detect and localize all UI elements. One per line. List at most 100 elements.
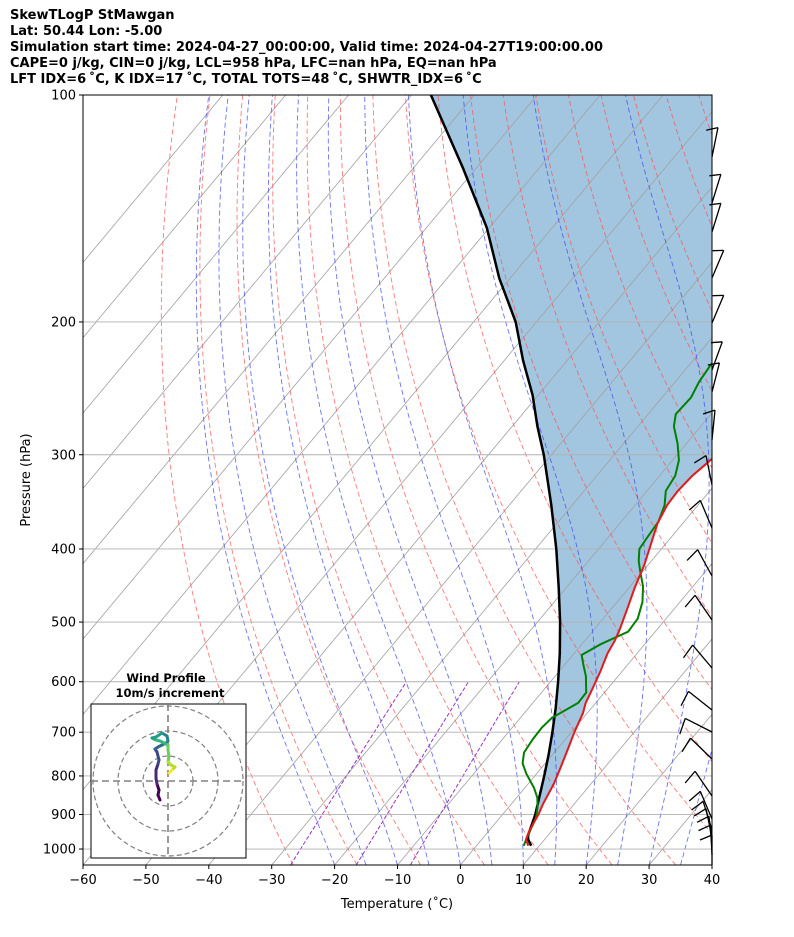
dry-adiabat-line [502,95,712,618]
isotherm-line [711,864,712,865]
wind-barb-staff [692,644,713,669]
isotherm-line [83,95,601,715]
moist-adiabat-line [408,95,558,865]
wind-barb-flag [702,409,716,415]
chart-title: SkewTLogP StMawgan [10,8,175,23]
dry-adiabat-line [764,95,794,865]
x-tick-label: −30 [258,873,285,888]
dry-adiabat-line [306,95,549,865]
dewpoint-profile-line [521,362,712,847]
wind-barb-flag [709,202,721,206]
moist-adiabat-line [711,863,712,865]
dry-adiabat-line [372,95,677,865]
x-tick-label: 20 [578,873,595,888]
x-tick-label: −60 [69,873,96,888]
wind-barb-flag [693,808,707,817]
dry-adiabat-line [731,95,794,865]
dry-adiabat-line [698,95,712,137]
profile-layer [429,95,712,847]
inset-subtitle: 10m/s increment [116,686,225,700]
inset-title: Wind Profile [126,671,206,685]
wind-barb-flag [691,800,704,811]
x-tick-label: −50 [132,873,159,888]
x-tick-label: 10 [515,873,532,888]
x-tick-label: −40 [195,873,222,888]
wind-barb-flag [706,126,719,131]
wind-barb-flag [680,691,690,707]
wind-barb-staff [711,410,716,441]
wind-barb-column [679,126,725,865]
wind-barb-staff [694,594,713,621]
isotherm-line [397,487,712,865]
isotherm-layer [83,95,712,865]
moist-adiabat-layer [195,95,712,865]
wind-barb-staff [684,717,713,733]
wind-barb-flag [688,499,701,511]
wind-barb-staff [711,250,725,279]
y-tick-label: 200 [51,315,76,330]
isotherm-line [460,563,712,865]
mixing-ratio-line [409,681,520,865]
dry-adiabat-line [199,95,358,865]
wind-barb-flag [709,173,721,177]
y-tick-label: 400 [51,542,76,557]
moist-adiabat-line [625,95,710,865]
mixing-ratio-layer [290,681,520,865]
x-axis-label: Temperature (˚C) [340,896,453,912]
parcel-profile-line [429,95,562,847]
isotherm-line [83,95,475,565]
isotherm-line [83,95,538,640]
moist-adiabat-line [218,95,367,865]
moist-adiabat-line [327,95,493,865]
dry-adiabat-line [665,95,712,228]
wind-barb-flag [681,737,692,753]
wind-barb-staff [711,362,721,393]
moist-adiabat-line [296,95,461,865]
dry-adiabat-line [272,95,485,865]
wind-barb-flag [679,718,686,735]
wind-barb-staff [690,737,713,760]
x-tick-label: 30 [641,873,658,888]
dry-adiabat-line [236,95,422,865]
temperature-profile-line [525,457,712,846]
dry-adiabat-line [437,95,712,763]
dry-adiabat-line [470,95,712,691]
wind-barb-flag [693,455,707,464]
wind-barb-staff [711,127,719,158]
wind-barb-flag [696,815,710,823]
isotherm-line [522,638,712,865]
wind-barb-staff [705,455,713,486]
isotherm-line [83,95,286,339]
wind-barb-staff [694,770,713,797]
moist-adiabat-line [195,95,336,865]
wind-barb-staff [699,791,713,820]
moist-adiabat-line [364,95,524,865]
moist-adiabat-line [462,95,598,865]
mixing-ratio-line [290,681,407,865]
hodograph-segment [167,768,174,775]
isotherm-line [334,412,712,865]
y-tick-label: 800 [51,769,76,784]
wind-barb-staff [697,549,713,577]
isotherm-line [271,337,712,865]
wind-barb-flag [710,341,723,344]
mixing-ratio-line [355,681,469,865]
wind-barb-staff [699,500,713,529]
y-tick-label: 600 [51,675,76,690]
wind-barb-staff [711,174,722,204]
wind-barb-staff [711,203,722,233]
wind-barb-flag [699,834,713,841]
wind-barb-flag [686,549,699,561]
isotherm-line [585,713,712,865]
wind-barb-staff [688,690,713,711]
hodograph [91,704,246,858]
x-tick-label: 40 [704,873,721,888]
time-line: Simulation start time: 2024-04-27_00:00:… [10,40,603,55]
indices-line: LFT IDX=6 ˚C, K IDX=17 ˚C, TOTAL TOTS=48… [10,72,482,87]
x-tick-label: −20 [321,873,348,888]
y-axis-label: Pressure (hPa) [19,433,34,526]
y-tick-label: 300 [51,448,76,463]
wind-barb-flag [698,824,711,832]
wind-barb-flag [707,362,720,366]
